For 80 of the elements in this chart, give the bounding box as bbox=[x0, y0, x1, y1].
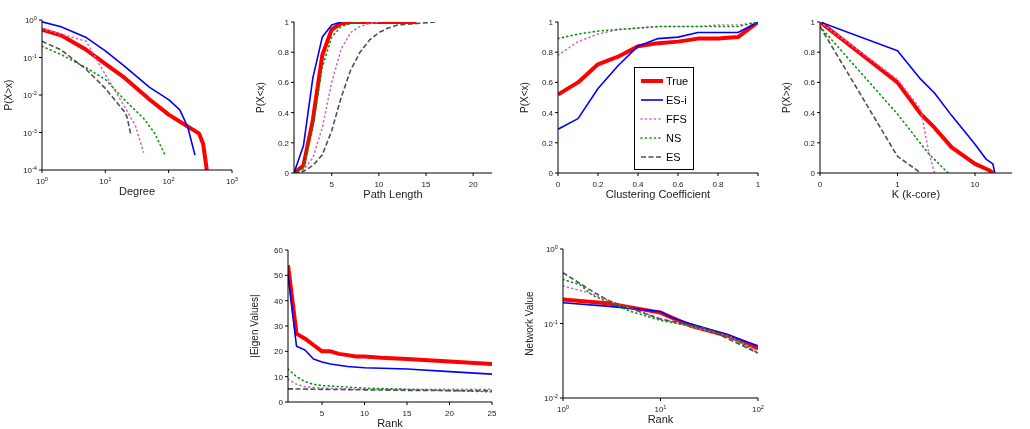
y-axis-title: P(X<x) bbox=[255, 82, 266, 113]
x-tick-label: 20 bbox=[468, 180, 479, 189]
x-tick-label: 5 bbox=[329, 180, 335, 189]
y-tick-label: 60 bbox=[274, 246, 284, 255]
y-axis-title: P(X>x) bbox=[3, 79, 14, 111]
x-tick-label: 10 bbox=[360, 409, 370, 418]
x-tick-label: 0.6 bbox=[672, 180, 685, 189]
y-tick-label: 10$^{-2}$ bbox=[22, 90, 37, 100]
line-series bbox=[558, 22, 758, 40]
x-tick-label: 10 bbox=[374, 180, 384, 189]
y-tick-label: 50 bbox=[274, 271, 284, 281]
x-tick-label: 15 bbox=[402, 409, 412, 418]
y-tick-label: 10$^{-2}$ bbox=[543, 393, 558, 403]
y-tick-label: 10$^{-4}$ bbox=[22, 165, 38, 175]
line-series bbox=[558, 22, 758, 131]
x-tick-label: 1 bbox=[755, 180, 761, 189]
legend-label: True bbox=[666, 74, 689, 87]
y-tick-label: 40 bbox=[274, 296, 284, 306]
line-series bbox=[558, 22, 758, 97]
legend-label: NS bbox=[666, 131, 682, 144]
y-tick-label: 0.8 bbox=[803, 48, 816, 58]
x-tick-label: 10$^{0}$ bbox=[556, 404, 570, 414]
x-tick-label: 10 bbox=[970, 180, 981, 189]
x-tick-label: 15 bbox=[421, 180, 431, 189]
y-tick-label: 0.2 bbox=[541, 138, 554, 148]
x-tick-label: 10$^{0}$ bbox=[35, 176, 49, 186]
x-axis-title: Degree bbox=[118, 185, 156, 197]
y-tick-label: 0.8 bbox=[277, 48, 290, 58]
y-tick-label: 0 bbox=[284, 169, 290, 178]
y-tick-label: 0.2 bbox=[803, 138, 816, 148]
y-tick-label: 0 bbox=[278, 398, 284, 407]
y-tick-label: 10 bbox=[274, 372, 284, 382]
y-tick-label: 0.4 bbox=[277, 108, 290, 118]
line-series bbox=[288, 368, 492, 393]
x-tick-label: 20 bbox=[445, 409, 455, 418]
x-tick-label: 10$^{1}$ bbox=[99, 176, 112, 186]
y-tick-label: 10$^{-1}$ bbox=[22, 52, 37, 63]
x-axis-title: K (k-core) bbox=[891, 188, 941, 200]
x-tick-label: 0 bbox=[817, 180, 823, 189]
x-tick-label: 0.2 bbox=[592, 180, 605, 189]
y-tick-label: 0.6 bbox=[803, 78, 816, 88]
x-tick-label: 10$^{2}$ bbox=[751, 404, 765, 414]
y-tick-label: 30 bbox=[274, 322, 284, 331]
y-tick-label: 1 bbox=[284, 18, 290, 27]
y-tick-label: 10$^{0}$ bbox=[24, 15, 37, 25]
x-tick-label: 1 bbox=[895, 180, 901, 189]
x-tick-label: 25 bbox=[487, 409, 497, 418]
y-axis-title: P(X<x) bbox=[519, 82, 530, 113]
legend-label: ES-i bbox=[666, 93, 687, 106]
y-tick-label: 20 bbox=[274, 347, 284, 357]
y-tick-label: 1 bbox=[810, 18, 816, 27]
y-tick-label: 0.2 bbox=[277, 138, 290, 148]
y-tick-label: 0.4 bbox=[541, 108, 554, 118]
y-tick-label: 0 bbox=[548, 169, 554, 178]
y-tick-label: 0.6 bbox=[277, 78, 290, 88]
legend-label: ES bbox=[666, 150, 681, 163]
x-axis-title: Clustering Coefficient bbox=[605, 188, 711, 200]
y-axis-title: Network Value bbox=[524, 290, 535, 356]
x-axis-title: Path Length bbox=[363, 188, 423, 200]
y-tick-label: 10$^{-1}$ bbox=[543, 318, 558, 329]
y-axis-title: P(X>x) bbox=[781, 82, 792, 113]
line-series bbox=[288, 263, 492, 366]
y-tick-label: 10$^{0}$ bbox=[545, 244, 558, 254]
x-tick-label: 5 bbox=[319, 409, 325, 418]
x-tick-label: 10$^{3}$ bbox=[225, 176, 239, 186]
y-axis-title: |Eigen Values| bbox=[249, 294, 260, 358]
y-tick-label: 0.4 bbox=[803, 108, 816, 118]
legend-label: FFS bbox=[666, 112, 687, 125]
y-tick-label: 0.6 bbox=[541, 78, 554, 88]
x-axis-title: Rank bbox=[647, 413, 674, 425]
line-series bbox=[288, 378, 492, 391]
y-tick-label: 0 bbox=[810, 169, 816, 178]
x-axis-title: Rank bbox=[377, 417, 404, 429]
x-tick-label: 0.8 bbox=[712, 180, 725, 189]
x-tick-label: 0.4 bbox=[632, 180, 645, 189]
x-tick-label: 10$^{1}$ bbox=[654, 404, 667, 414]
y-tick-label: 1 bbox=[548, 18, 554, 27]
x-tick-label: 10$^{2}$ bbox=[162, 176, 175, 186]
y-tick-label: 0.8 bbox=[541, 48, 554, 58]
y-tick-label: 10$^{-3}$ bbox=[22, 127, 37, 138]
